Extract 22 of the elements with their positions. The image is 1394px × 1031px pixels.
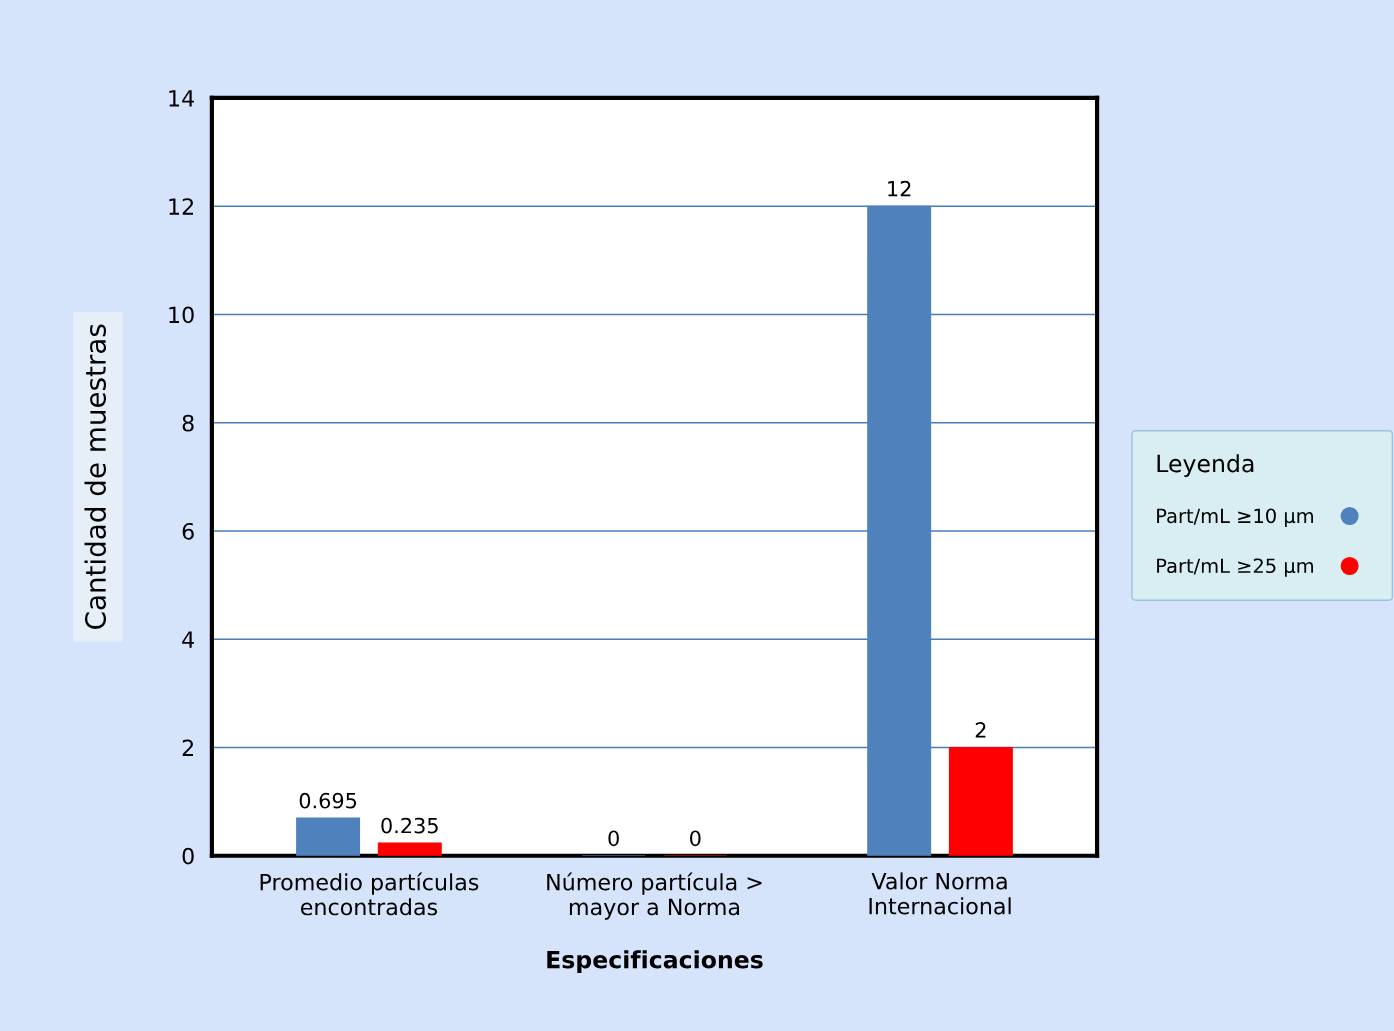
- data-label: 2: [975, 722, 986, 738]
- y-tick-label: 6: [182, 522, 194, 540]
- x-tick-label: Número partícula > mayor a Norma: [547, 872, 762, 920]
- legend-label: Part/mL ≥25 µm: [1157, 558, 1313, 577]
- x-tick-label: Promedio partículas encontradas: [260, 872, 479, 916]
- y-tick-label: 2: [182, 739, 193, 756]
- y-tick-label: 14: [169, 90, 194, 107]
- y-tick-label: 12: [169, 198, 193, 215]
- y-axis-title: Cantidad de muestras: [84, 324, 107, 629]
- x-axis-title: Especificaciones: [547, 950, 763, 974]
- y-tick-label: 4: [182, 631, 194, 648]
- legend-title: Leyenda: [1157, 454, 1254, 477]
- data-label: 0.235: [381, 817, 438, 834]
- y-tick-label: 10: [169, 306, 194, 324]
- legend-label: Part/mL ≥10 µm: [1157, 508, 1313, 527]
- data-label: 12: [888, 180, 911, 197]
- data-label: 0.695: [299, 792, 357, 809]
- y-tick-label: 0: [182, 847, 194, 865]
- data-label: 0: [690, 830, 701, 847]
- x-tick-label: Valor Norma Internacional: [869, 872, 1011, 915]
- y-tick-label: 8: [182, 414, 194, 432]
- data-label: 0: [608, 830, 619, 847]
